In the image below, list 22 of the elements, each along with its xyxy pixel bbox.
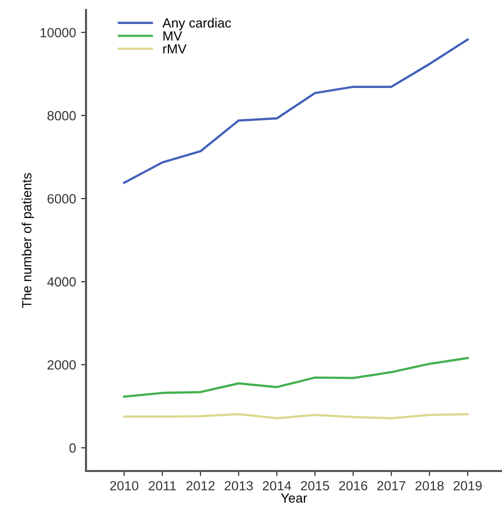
legend-label: Any cardiac	[162, 18, 232, 30]
x-axis-title: Year	[280, 494, 308, 503]
x-tick-label: 2019	[454, 481, 482, 490]
legend-label: rMV	[163, 44, 187, 54]
x-tick-label: 2011	[148, 481, 176, 490]
x-tick-label: 2010	[110, 481, 138, 490]
y-tick-label: 0	[69, 443, 76, 453]
y-tick-label: 2000	[48, 360, 76, 370]
x-tick-label: 2012	[186, 481, 215, 490]
x-tick-label: 2016	[339, 481, 368, 490]
x-tick-label: 2013	[224, 481, 253, 490]
y-tick-label: 6000	[48, 194, 76, 204]
line-series	[123, 356, 469, 398]
y-tick-label: 4000	[47, 277, 76, 287]
x-tick-label: 2018	[415, 481, 444, 490]
y-tick-label: 10000	[40, 28, 76, 38]
x-tick-label: 2014	[262, 481, 292, 490]
x-tick-label: 2015	[300, 481, 330, 490]
y-axis-title: The number of patients	[22, 173, 34, 308]
x-tick-label: 2017	[377, 481, 406, 490]
legend-label: MV	[164, 31, 182, 40]
y-tick-label: 8000	[48, 111, 76, 120]
